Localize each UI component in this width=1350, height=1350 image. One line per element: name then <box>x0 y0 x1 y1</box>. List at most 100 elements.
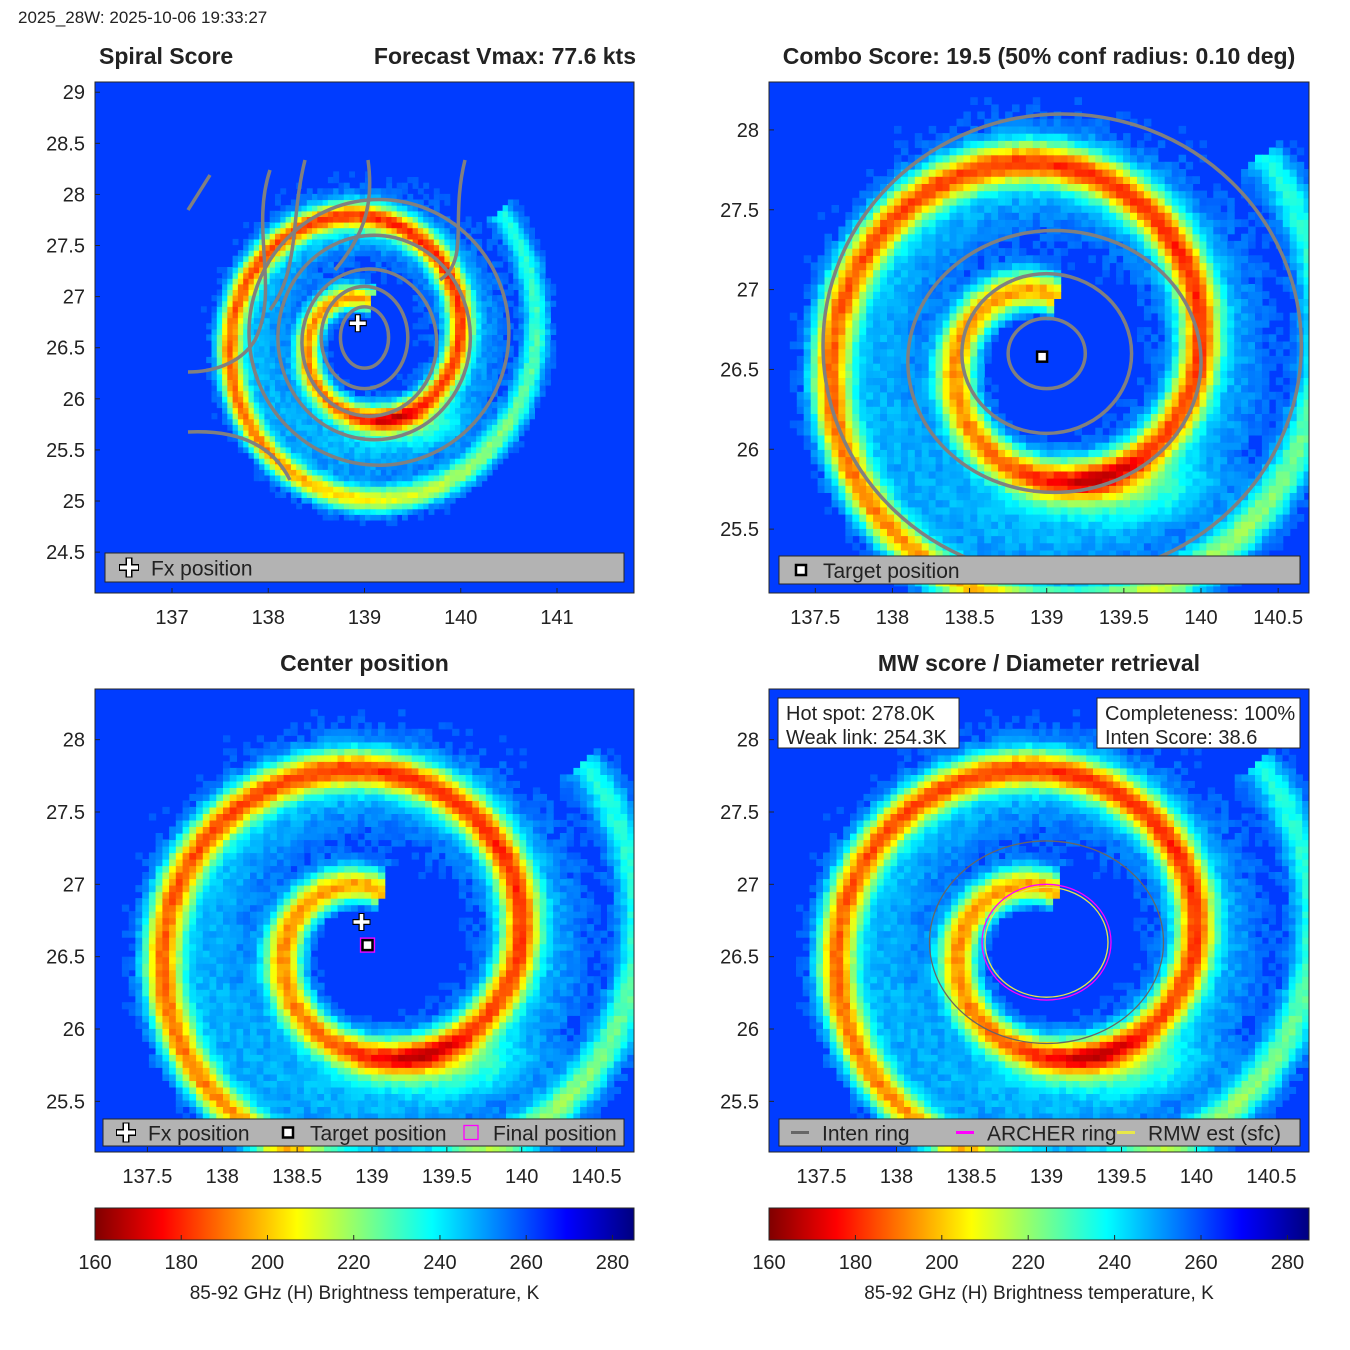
panel-title: MW score / Diameter retrieval <box>878 650 1200 676</box>
x-tick-label: 140 <box>444 607 477 629</box>
y-tick-label: 27 <box>63 287 85 309</box>
x-tick-label: 138 <box>876 607 909 629</box>
y-tick-label: 25.5 <box>720 519 759 541</box>
y-tick-label: 24.5 <box>46 542 85 564</box>
legend-target-symbol <box>794 563 808 577</box>
panel-combo-score: 137.5 138 138.5 139 139.5 140 140.5 25.5 26 26.5 2… <box>720 43 1310 629</box>
colorbar-tick-label: 240 <box>423 1252 456 1274</box>
panel-title-right: Forecast Vmax: 77.6 kts <box>374 43 636 69</box>
heatmap-field <box>769 689 1309 1152</box>
x-tick-label: 139 <box>1030 607 1063 629</box>
x-tick-label: 140.5 <box>1246 1166 1296 1188</box>
legend-box <box>778 1118 1301 1147</box>
legend: Fx position Target position Final position <box>102 1118 625 1147</box>
y-tick-label: 28 <box>737 730 759 752</box>
contour-line <box>187 430 292 481</box>
legend-target-symbol <box>281 1126 295 1139</box>
x-tick-label: 139.5 <box>422 1166 472 1188</box>
ring-rmw-est-sfc- <box>984 886 1109 998</box>
y-tick-label: 28 <box>737 120 759 142</box>
y-tick-label: 27.5 <box>46 802 85 824</box>
colorbar-tick-label: 180 <box>839 1252 872 1274</box>
contour-line <box>276 233 473 442</box>
legend: Target position <box>778 555 1301 585</box>
panel-title-left: Spiral Score <box>99 43 233 69</box>
x-tick-label: 137.5 <box>796 1166 846 1188</box>
colorbar-tick-label: 240 <box>1098 1252 1131 1274</box>
panel-mw-score: 137.5 138 138.5 139 139.5 140 140.5 25.5 26 26.5 2… <box>720 650 1310 1188</box>
colorbar-2: 160 180 200 220 240 260 280 85-92 GHz (H) Brigh… <box>752 1207 1310 1304</box>
axes-frame <box>768 81 1310 594</box>
x-tick-label: 137 <box>155 607 188 629</box>
y-tick-label: 29 <box>63 82 85 104</box>
colorbar-tick-label: 180 <box>165 1252 198 1274</box>
colorbar-gradient <box>768 1207 1310 1241</box>
legend: Fx position <box>104 552 625 583</box>
colorbar-tick-label: 280 <box>596 1252 629 1274</box>
y-tick-label: 25.5 <box>46 1091 85 1113</box>
y-tick-label: 26.5 <box>720 359 759 381</box>
legend-final-symbol <box>463 1124 479 1141</box>
x-tick-label: 140 <box>1184 607 1217 629</box>
colorbar-label: 85-92 GHz (H) Brightness temperature, K <box>864 1283 1214 1304</box>
fx-position-marker-inner <box>353 913 370 930</box>
y-tick-label: 26 <box>63 1019 85 1041</box>
legend-box <box>104 552 625 583</box>
legend-fx-symbol-inner <box>117 1123 135 1142</box>
y-tick-label: 28 <box>63 730 85 752</box>
ring-archer-ring <box>981 883 1112 1001</box>
contour-line <box>187 169 272 374</box>
y-tick-label: 27 <box>63 874 85 896</box>
y-tick-label: 28 <box>63 184 85 206</box>
x-tick-label: 139.5 <box>1099 607 1149 629</box>
contour-line <box>338 305 391 370</box>
info-box-frame <box>777 697 960 749</box>
y-tick-label: 26.5 <box>720 947 759 969</box>
colorbar-gradient <box>94 1207 635 1241</box>
colorbar-tick-label: 260 <box>1184 1252 1217 1274</box>
contour-line <box>268 159 307 312</box>
y-tick-label: 25.5 <box>46 440 85 462</box>
info-box-right: Completeness: 100%Inten Score: 38.6 <box>1096 697 1301 749</box>
legend-box <box>778 555 1301 585</box>
legend-label: ARCHER ring <box>987 1123 1117 1146</box>
target-position-marker <box>1035 350 1049 363</box>
legend-box <box>102 1118 625 1147</box>
colorbar-tick-label: 160 <box>78 1252 111 1274</box>
score-contours <box>186 159 511 481</box>
x-tick-label: 138.5 <box>946 1166 996 1188</box>
colorbar-tick-label: 280 <box>1271 1252 1304 1274</box>
ring-inten-ring <box>928 840 1165 1045</box>
contour-line <box>247 197 511 468</box>
colorbar-tick-label: 220 <box>1012 1252 1045 1274</box>
x-tick-label: 139 <box>348 607 381 629</box>
legend-label: Target position <box>310 1123 447 1146</box>
colorbar-tick-label: 200 <box>925 1252 958 1274</box>
info-box-frame <box>1096 697 1301 749</box>
y-tick-label: 26.5 <box>46 947 85 969</box>
x-tick-label: 139.5 <box>1096 1166 1146 1188</box>
contour-line <box>300 267 439 418</box>
info-text: Completeness: 100% <box>1105 703 1295 725</box>
heatmap-field <box>769 82 1309 593</box>
contour-line <box>319 284 410 391</box>
y-tick-label: 27.5 <box>720 200 759 222</box>
x-tick-label: 138.5 <box>272 1166 322 1188</box>
panel-title: Center position <box>280 650 449 676</box>
legend-label: Fx position <box>148 1123 250 1146</box>
y-tick-label: 26 <box>63 389 85 411</box>
y-tick-label: 27.5 <box>46 236 85 258</box>
colorbar-tick-label: 200 <box>251 1252 284 1274</box>
info-text: Hot spot: 278.0K <box>786 703 936 725</box>
legend-label: Inten ring <box>822 1123 910 1146</box>
legend: Inten ring ARCHER ring RMW est (sfc) <box>778 1118 1301 1147</box>
contour-line <box>186 174 212 211</box>
info-text: Weak link: 254.3K <box>786 727 947 749</box>
legend-label: Fx position <box>151 558 253 581</box>
x-tick-label: 138 <box>252 607 285 629</box>
info-text: Inten Score: 38.6 <box>1105 727 1257 749</box>
contour-line <box>1006 316 1088 391</box>
x-tick-label: 137.5 <box>122 1166 172 1188</box>
contour-line <box>333 159 372 272</box>
heatmap-field <box>95 82 634 593</box>
